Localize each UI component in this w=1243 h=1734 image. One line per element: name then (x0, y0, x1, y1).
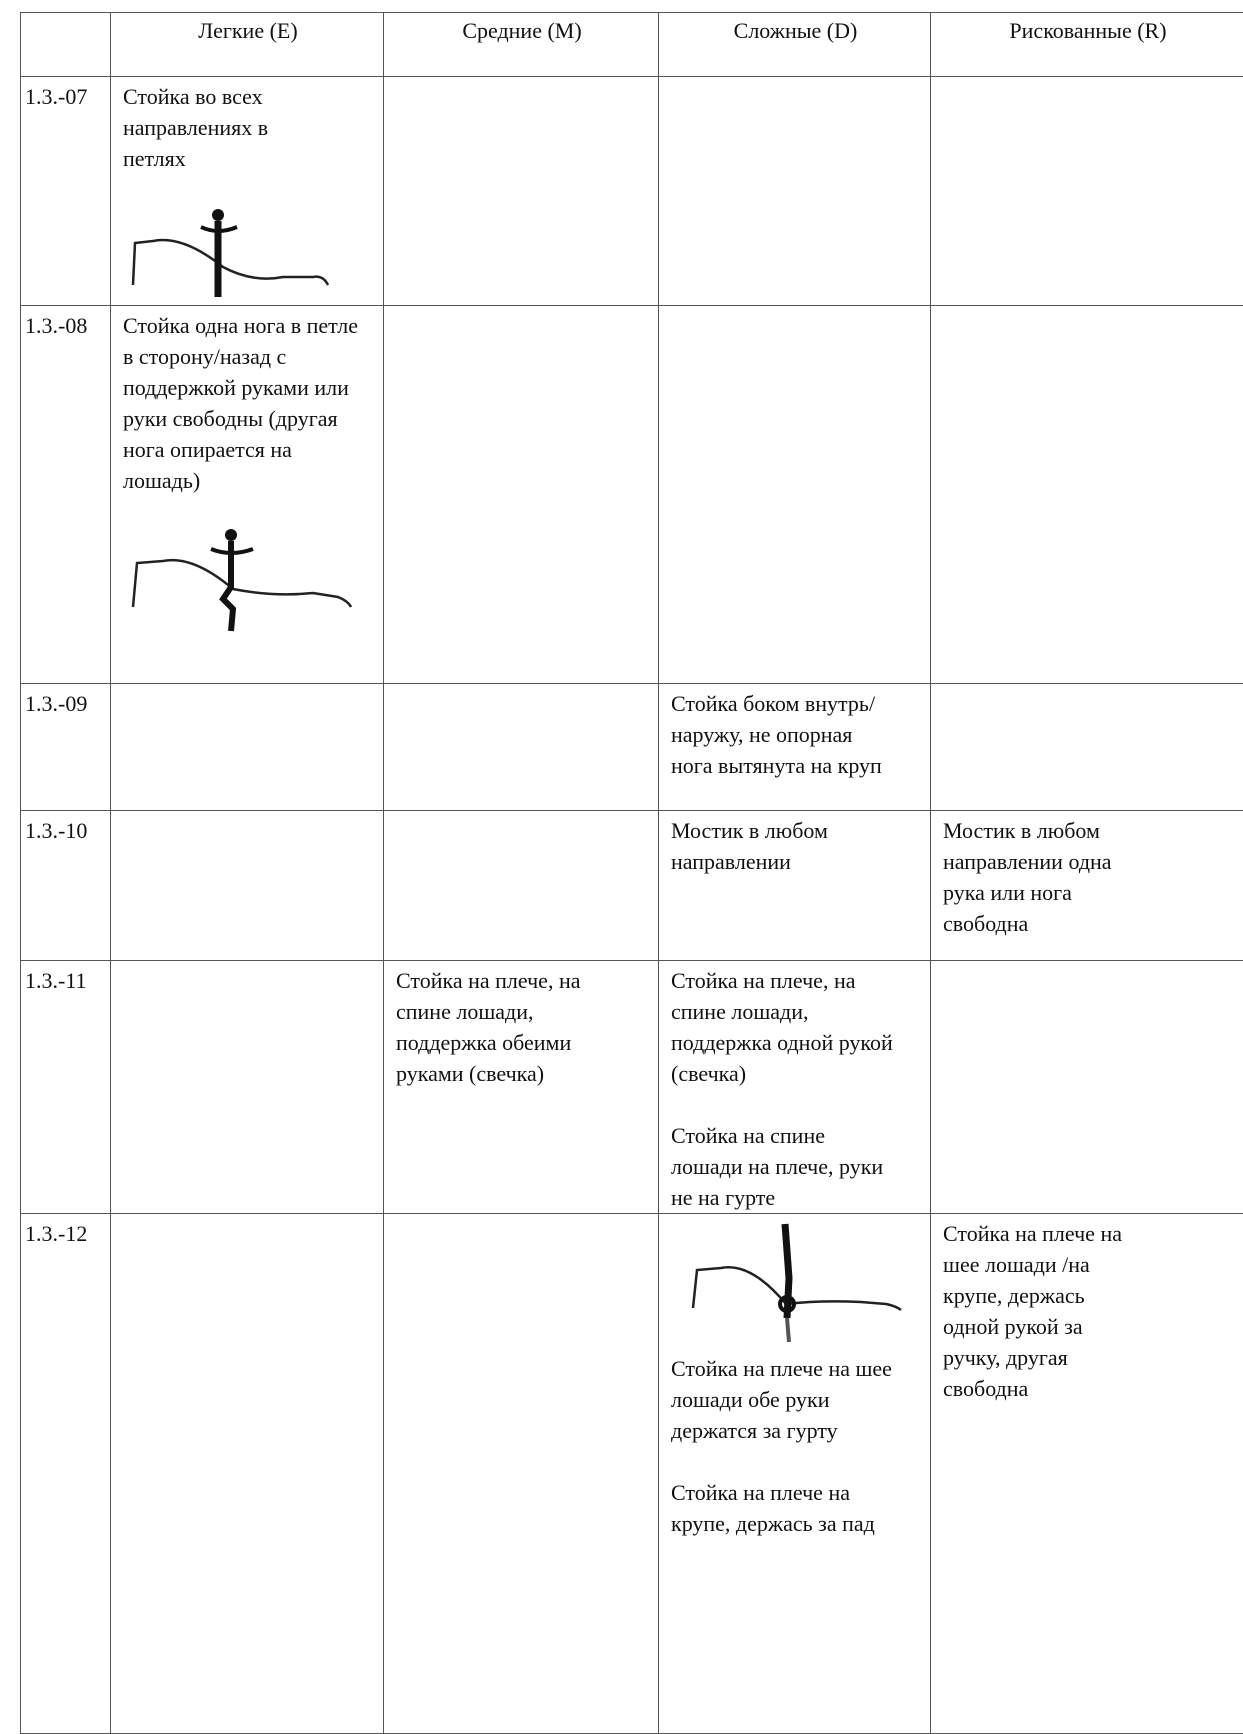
row-id: 1.3.-09 (21, 684, 111, 811)
row: 1.3.-10 Мостик в любом направлении Мости… (21, 811, 1243, 961)
cell (384, 811, 659, 961)
cell-text: Стойка во всех направлениях в петлях (123, 81, 303, 174)
cell: Стойка во всех направлениях в петлях (111, 77, 384, 306)
cell (111, 684, 384, 811)
row: 1.3.-09 Стойка боком внутрь/наружу, не о… (21, 684, 1243, 811)
cell-text: Стойка на плече, на спине лошади, поддер… (671, 965, 911, 1089)
cell (931, 77, 1243, 306)
cell-text: Мостик в любом направлении (671, 815, 891, 877)
row: 1.3.-08 Стойка одна нога в петле в сторо… (21, 306, 1243, 684)
cell: Стойка на плече, на спине лошади, поддер… (659, 961, 931, 1214)
cell (111, 961, 384, 1214)
header-row: Легкие (E) Средние (M) Сложные (D) Риско… (21, 13, 1243, 77)
cell-text: Мостик в любом направлении одна рука или… (943, 815, 1113, 939)
figure (671, 1218, 911, 1353)
figure (123, 205, 343, 305)
cell: Стойка на плече на шее лошади обе руки д… (659, 1214, 931, 1734)
cell: Мостик в любом направлении одна рука или… (931, 811, 1243, 961)
row-id: 1.3.-11 (21, 961, 111, 1214)
cell: Стойка одна нога в петле в сторону/назад… (111, 306, 384, 684)
header-cell: Рискованные (R) (931, 13, 1243, 77)
cell (384, 1214, 659, 1734)
row: 1.3.-07 Стойка во всех направлениях в пе… (21, 77, 1243, 306)
cell-text: Стойка на плече на шее лошади /на крупе,… (943, 1218, 1133, 1404)
row-id: 1.3.-07 (21, 77, 111, 306)
cell (659, 306, 931, 684)
cell (931, 306, 1243, 684)
cell (111, 811, 384, 961)
header-cell: Средние (M) (384, 13, 659, 77)
cell (931, 684, 1243, 811)
elements-table: Легкие (E) Средние (M) Сложные (D) Риско… (20, 12, 1243, 1734)
cell: Стойка на плече, на спине лошади, поддер… (384, 961, 659, 1214)
cell (384, 306, 659, 684)
cell: Стойка боком внутрь/наружу, не опорная н… (659, 684, 931, 811)
header-cell: Легкие (E) (111, 13, 384, 77)
cell-text: Стойка одна нога в петле в сторону/назад… (123, 310, 363, 496)
row-id: 1.3.-08 (21, 306, 111, 684)
cell-text: Стойка на плече на шее лошади обе руки д… (671, 1353, 921, 1446)
cell: Мостик в любом направлении (659, 811, 931, 961)
cell (384, 684, 659, 811)
header-cell (21, 13, 111, 77)
cell-text: Стойка на плече, на спине лошади, поддер… (396, 965, 636, 1089)
cell (384, 77, 659, 306)
header-cell: Сложные (D) (659, 13, 931, 77)
row-id: 1.3.-12 (21, 1214, 111, 1734)
cell (931, 961, 1243, 1214)
cell-text: Стойка на плече на крупе, держась за пад (671, 1477, 901, 1539)
cell (659, 77, 931, 306)
row-id: 1.3.-10 (21, 811, 111, 961)
cell-text: Стойка на спине лошади на плече, руки не… (671, 1120, 891, 1213)
figure (123, 527, 363, 637)
cell-text: Стойка боком внутрь/наружу, не опорная н… (671, 688, 891, 781)
cell: Стойка на плече на шее лошади /на крупе,… (931, 1214, 1243, 1734)
row: 1.3.-12 Стойка на плече на шее лошади об… (21, 1214, 1243, 1734)
row: 1.3.-11 Стойка на плече, на спине лошади… (21, 961, 1243, 1214)
cell (111, 1214, 384, 1734)
